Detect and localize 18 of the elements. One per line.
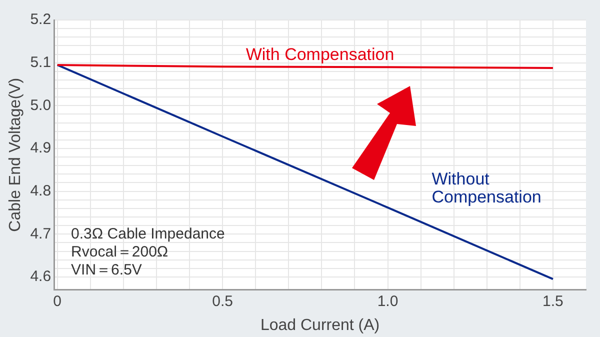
y-tick-label: 5.2 xyxy=(30,11,52,28)
x-tick-label: 1.0 xyxy=(377,292,398,310)
x-tick-label: 1.5 xyxy=(542,292,564,310)
series-label: Without Compensation xyxy=(432,169,542,206)
y-tick-label: 4.7 xyxy=(30,225,52,242)
y-tick-label: 5.0 xyxy=(30,96,52,114)
x-tick-label: 0.5 xyxy=(212,292,233,310)
annotation: Rvocal＝200Ω xyxy=(71,243,168,260)
y-tick-label: 4.8 xyxy=(30,182,52,200)
y-axis-title: Cable End Voltage(V) xyxy=(7,78,24,232)
x-axis-title: Load Current (A) xyxy=(260,316,380,334)
y-tick-label: 5.1 xyxy=(30,54,52,71)
annotation: 0.3Ω Cable Impedance xyxy=(71,225,225,242)
series-label: With Compensation xyxy=(246,44,394,64)
y-tick-label: 4.6 xyxy=(30,268,52,286)
annotation: VIN＝6.5V xyxy=(71,261,142,278)
y-tick-label: 4.9 xyxy=(30,140,52,157)
x-tick-label: 0 xyxy=(53,292,62,310)
